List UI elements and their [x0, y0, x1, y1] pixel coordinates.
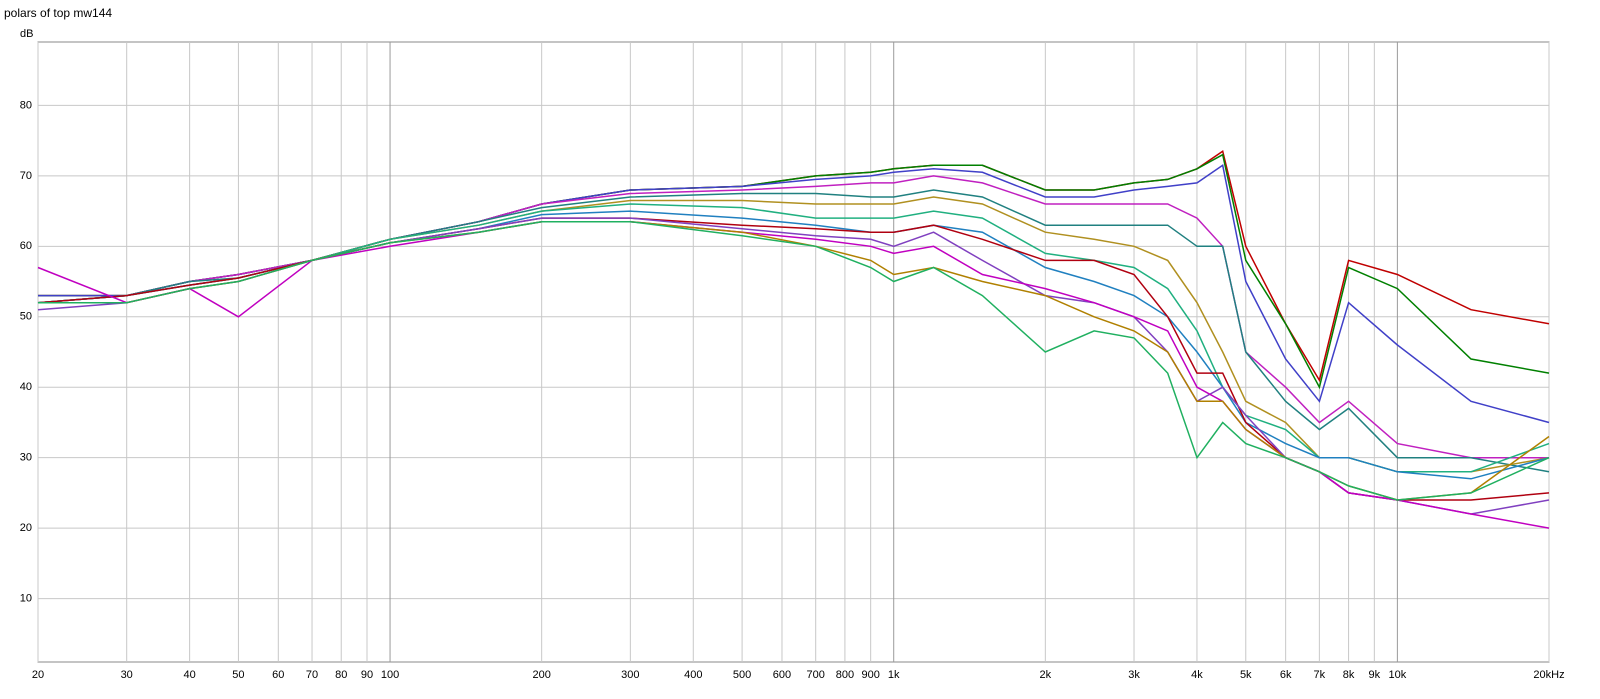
- x-tick-label: 7k: [1314, 669, 1326, 681]
- x-tick-label: 4k: [1191, 669, 1203, 681]
- x-tick-label: 60: [272, 669, 284, 681]
- x-tick-label: 5k: [1240, 669, 1252, 681]
- x-tick-label: 700: [807, 669, 825, 681]
- x-tick-label: 10k: [1389, 669, 1407, 681]
- x-tick-label: 8k: [1343, 669, 1355, 681]
- x-tick-label: 100: [381, 669, 399, 681]
- x-tick-label: 9k: [1369, 669, 1381, 681]
- x-tick-label: 3k: [1128, 669, 1140, 681]
- x-tick-label: 30: [121, 669, 133, 681]
- response-curve: [37, 203, 1550, 473]
- y-tick-label: 60: [20, 240, 32, 252]
- y-tick-label: 50: [20, 311, 32, 323]
- x-tick-label: 300: [621, 669, 639, 681]
- x-tick-label: 600: [773, 669, 791, 681]
- x-tick-label: 40: [183, 669, 195, 681]
- y-tick-label: 40: [20, 381, 32, 393]
- x-tick-label: 400: [684, 669, 702, 681]
- y-tick-label: 10: [20, 592, 32, 604]
- x-tick-label: 900: [861, 669, 879, 681]
- plot-area: [37, 41, 1550, 663]
- y-tick-label: 20: [20, 522, 32, 534]
- x-tick-label: 6k: [1280, 669, 1292, 681]
- response-curve: [38, 220, 1550, 501]
- x-tick-label: 500: [733, 669, 751, 681]
- x-tick-label: 800: [836, 669, 854, 681]
- chart-title: polars of top mw144: [4, 6, 112, 20]
- x-tick-label: 20kHz: [1533, 669, 1564, 681]
- x-tick-label: 2k: [1040, 669, 1052, 681]
- x-tick-label: 80: [335, 669, 347, 681]
- x-tick-label: 1k: [888, 669, 900, 681]
- x-tick-label: 50: [232, 669, 244, 681]
- x-tick-label: 90: [361, 669, 373, 681]
- y-tick-label: 80: [20, 99, 32, 111]
- x-tick-label: 200: [532, 669, 550, 681]
- y-tick-label: 30: [20, 452, 32, 464]
- x-tick-label: 20: [32, 669, 44, 681]
- y-tick-label: 70: [20, 170, 32, 182]
- y-axis-label: dB: [20, 28, 33, 40]
- x-tick-label: 70: [306, 669, 318, 681]
